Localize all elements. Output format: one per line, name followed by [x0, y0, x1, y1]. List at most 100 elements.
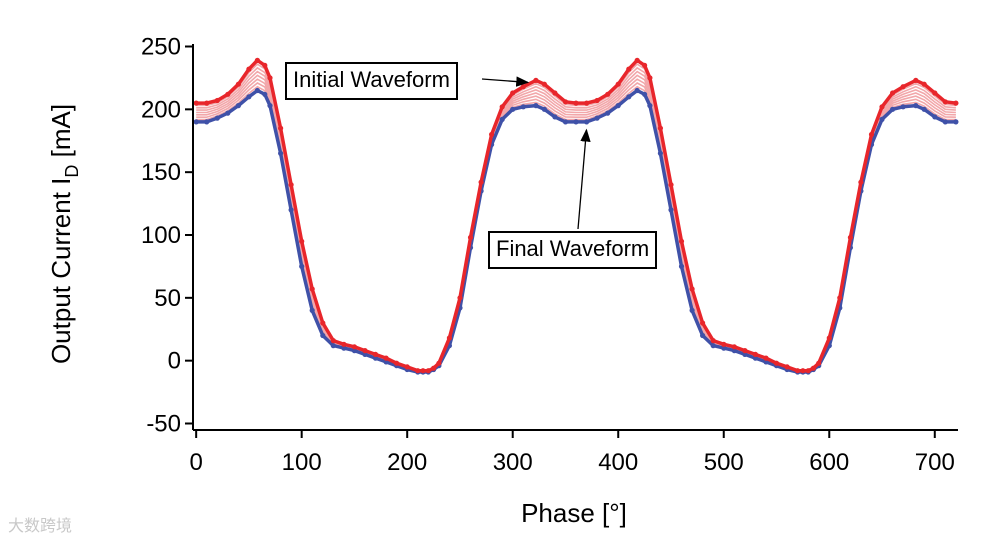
data-point — [520, 104, 526, 110]
data-point — [562, 99, 569, 105]
data-point — [573, 119, 579, 125]
data-point — [805, 368, 811, 374]
data-point — [533, 77, 539, 83]
x-axis-label: Phase [°] — [521, 498, 627, 528]
data-point — [657, 150, 664, 156]
data-point — [879, 116, 885, 122]
data-point — [372, 351, 379, 357]
data-point — [341, 341, 347, 347]
data-point — [900, 104, 906, 110]
intermediate-waveform-line — [196, 85, 956, 373]
data-point — [510, 90, 516, 96]
data-point — [541, 106, 548, 112]
data-point — [731, 348, 737, 354]
data-point — [721, 341, 727, 347]
data-point — [262, 91, 268, 97]
y-tick-label: 150 — [141, 159, 181, 186]
data-point — [193, 100, 199, 106]
data-point — [689, 307, 695, 313]
data-point — [309, 286, 315, 292]
data-point — [605, 110, 611, 116]
data-point — [425, 368, 431, 374]
data-point — [626, 66, 632, 72]
x-tick-label: 700 — [915, 449, 955, 476]
intermediate-waveform-line — [196, 66, 956, 372]
data-point — [731, 344, 737, 350]
data-point — [552, 90, 558, 96]
data-point — [254, 57, 260, 63]
data-point — [193, 119, 199, 125]
y-axis-label-unit: [mA] — [46, 104, 76, 165]
data-point — [510, 106, 516, 112]
data-point — [288, 207, 294, 213]
data-point — [246, 94, 252, 100]
y-axis-label: Output Current ID [mA] — [46, 104, 82, 364]
data-point — [773, 360, 780, 366]
data-point — [913, 77, 919, 83]
data-point — [394, 360, 400, 366]
data-point — [431, 365, 437, 371]
y-tick-label: 0 — [168, 348, 181, 375]
data-point — [225, 91, 231, 97]
y-axis-label-main: Output Current I — [46, 178, 76, 364]
data-point — [415, 368, 421, 374]
data-point — [457, 295, 463, 301]
data-point — [489, 131, 495, 138]
data-point — [246, 66, 252, 72]
data-point — [299, 238, 305, 244]
y-tick-label: 200 — [141, 96, 181, 123]
data-point — [816, 360, 822, 366]
data-point — [341, 345, 347, 351]
data-point — [752, 355, 759, 361]
arrow-final-waveform — [577, 128, 591, 230]
data-point — [235, 103, 241, 109]
data-point — [605, 91, 611, 97]
data-point — [700, 332, 706, 339]
data-point — [262, 62, 268, 68]
data-point — [837, 295, 843, 301]
data-point — [657, 125, 664, 131]
x-tick-label: 400 — [598, 449, 638, 476]
data-point — [900, 84, 906, 90]
data-point — [552, 114, 558, 120]
arrow-initial-waveform — [481, 76, 530, 87]
annotation-initial-waveform: Initial Waveform — [285, 62, 458, 100]
x-axis-ticks: 0 100 200 300 400 500 600 700 — [189, 430, 955, 476]
x-tick-label: 500 — [704, 449, 744, 476]
data-point — [890, 106, 896, 112]
data-point — [810, 365, 817, 371]
y-axis-ticks: 250 200 150 100 50 0 -50 — [141, 34, 193, 437]
y-tick-label: 100 — [141, 222, 181, 249]
data-point — [351, 344, 357, 350]
data-point — [299, 263, 305, 269]
data-point — [890, 90, 896, 96]
data-point — [573, 100, 579, 106]
data-point — [320, 332, 326, 339]
data-point — [446, 335, 452, 341]
data-point — [858, 179, 864, 185]
data-point — [710, 338, 716, 344]
data-point — [478, 179, 484, 185]
data-point — [499, 104, 505, 110]
data-point — [404, 364, 410, 370]
data-point — [362, 351, 368, 357]
data-point — [634, 87, 640, 94]
data-point — [932, 90, 938, 96]
data-point — [689, 286, 695, 292]
data-point — [921, 106, 927, 112]
data-point — [742, 348, 748, 354]
data-point — [330, 343, 336, 349]
data-point — [204, 100, 210, 106]
data-point — [372, 355, 379, 361]
data-point — [700, 320, 706, 326]
data-point — [742, 351, 748, 357]
data-point — [351, 348, 357, 354]
data-point — [594, 97, 600, 104]
data-point — [953, 119, 959, 125]
data-point — [668, 207, 674, 213]
data-point — [932, 114, 938, 120]
data-point — [420, 368, 426, 374]
data-point — [320, 320, 326, 326]
intermediate-waveform-line — [196, 82, 956, 373]
